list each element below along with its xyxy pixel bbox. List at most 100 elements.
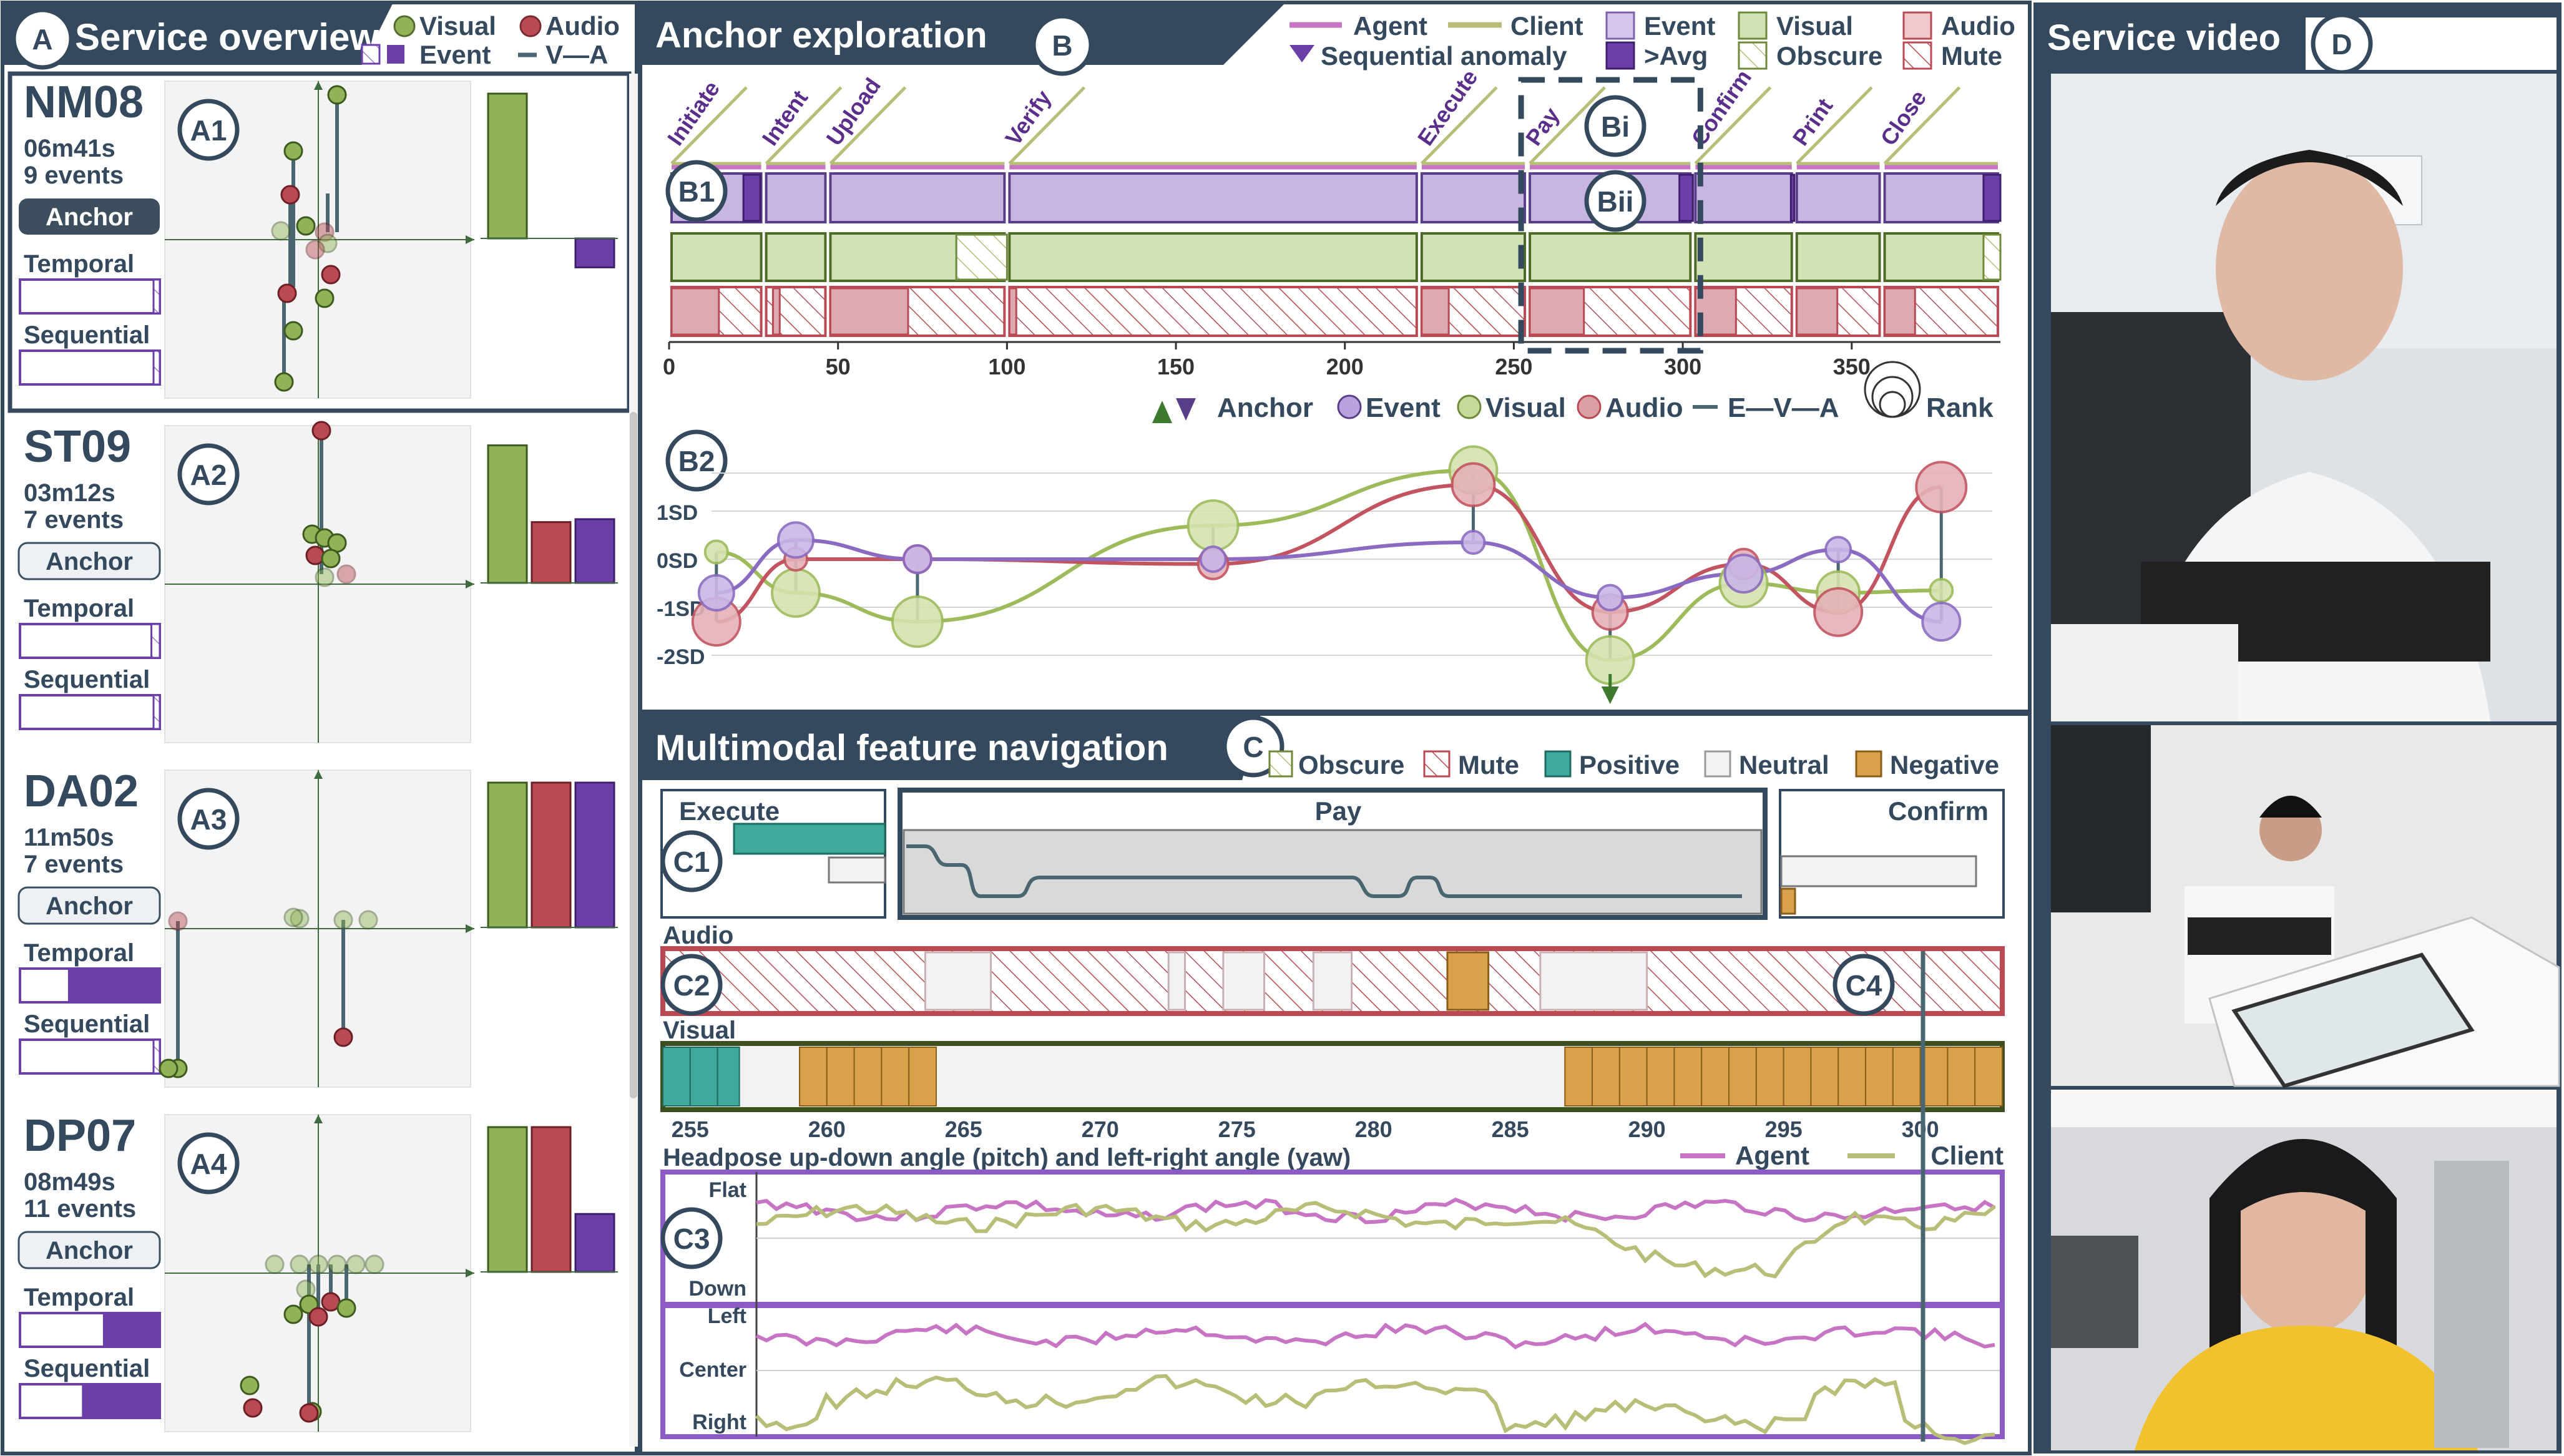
b2-anchor-arrow <box>1601 686 1619 704</box>
legend-avg-label: >Avg <box>1644 41 1708 71</box>
visual-dot <box>358 910 378 930</box>
video-mid-hair <box>2259 796 2322 818</box>
visual-segment-negative <box>1947 1047 1976 1107</box>
audio-segment-neutral <box>1312 951 1353 1011</box>
event-block <box>765 172 827 223</box>
audio-dot <box>311 421 331 441</box>
legend-avg-swatch <box>1605 41 1635 70</box>
visual-dot <box>283 1304 303 1324</box>
visual-segment-negative <box>1783 1047 1812 1107</box>
temporal-bar-fill <box>67 967 161 1004</box>
stage-center-sentiment-line <box>906 844 1742 898</box>
event-above-avg <box>1678 173 1694 222</box>
summary-bar-event <box>574 781 615 929</box>
legend-event-solid <box>387 45 404 64</box>
visual-dot <box>318 233 338 253</box>
legend-positive-swatch <box>1544 750 1572 778</box>
badge-c4 <box>1832 954 1895 1016</box>
audio-block <box>1008 286 1418 337</box>
legend-audio-dot <box>519 15 542 37</box>
anchor-button[interactable] <box>19 198 160 235</box>
visual-segment-negative <box>1837 1047 1867 1107</box>
legend-audio-swatch <box>1902 11 1932 40</box>
card-badge-A4-label: A4 <box>190 1148 227 1180</box>
card-events: 7 events <box>24 506 124 534</box>
stage-left-neutral-bar <box>828 856 886 884</box>
visual-block <box>670 232 763 282</box>
visual-dot <box>315 288 335 308</box>
legend-audio-b-label: Audio <box>1941 11 2015 41</box>
card-id: DA02 <box>24 766 139 816</box>
b1-axis-tick-label: 100 <box>988 354 1025 379</box>
panel-a-header <box>2 2 393 65</box>
stage-diagonal <box>1795 86 1873 165</box>
legend-obscure-label: Obscure <box>1776 41 1882 71</box>
visual-segment-negative <box>1865 1047 1894 1107</box>
yaw-left-label: Left <box>708 1304 746 1328</box>
badge-c2 <box>660 954 723 1016</box>
card-badge-A1-label: A1 <box>190 114 227 147</box>
video-bot-shirt <box>2135 1326 2478 1450</box>
visual-segment-negative <box>881 1047 910 1107</box>
rank-legend-anchor-label: Anchor <box>1217 393 1313 423</box>
badge-c3 <box>660 1207 723 1269</box>
legend-c-mute-label: Mute <box>1458 750 1519 779</box>
card-id: DP07 <box>24 1111 136 1161</box>
audio-dot <box>305 240 325 260</box>
audio-sound <box>1796 287 1839 336</box>
visual-dot <box>159 1058 179 1078</box>
yaw-center-label: Center <box>679 1358 746 1382</box>
rank-legend-rank-label: Rank <box>1926 393 1994 423</box>
service-card-ST09[interactable] <box>9 418 629 755</box>
anchor-button[interactable] <box>17 886 161 925</box>
anchor-button[interactable] <box>17 1231 161 1269</box>
overview-scrollbar-thumb[interactable] <box>630 412 637 1098</box>
card-badge-A2 <box>177 443 240 506</box>
b2-point-visual <box>1929 578 1954 603</box>
legend-c-obscure-label: Obscure <box>1298 750 1404 779</box>
video-bot-person-background <box>2434 1161 2509 1448</box>
b2-point-event <box>1921 602 1962 642</box>
c-axis-tick-label: 275 <box>1218 1116 1256 1142</box>
pitch-client-line <box>756 1201 1996 1279</box>
visual-dot <box>327 85 347 105</box>
audio-dot <box>336 564 356 584</box>
yaw-agent-line <box>755 1322 1995 1350</box>
visual-dot <box>315 567 335 587</box>
rank-legend-eva-label: E—V—A <box>1728 393 1839 423</box>
audio-dot <box>280 185 300 205</box>
b2-point-visual <box>1187 499 1240 552</box>
legend-visual-swatch <box>1738 11 1768 40</box>
audio-track-label: Audio <box>663 922 733 949</box>
card-duration: 06m41s <box>24 135 115 162</box>
visual-segment-negative <box>1892 1047 1921 1107</box>
audio-sound <box>670 287 720 336</box>
b2-point-visual <box>771 567 821 618</box>
sequential-bar-frame <box>19 349 161 386</box>
event-block <box>1694 172 1793 223</box>
service-card-DA02[interactable] <box>9 763 629 1100</box>
service-card-DP07[interactable] <box>9 1107 629 1444</box>
anchor-button-label: Anchor <box>46 203 133 231</box>
panel-b-badge <box>1031 14 1094 76</box>
event-block <box>829 172 1006 223</box>
service-card-NM08[interactable] <box>9 74 629 411</box>
visual-segment-negative <box>1564 1047 1593 1107</box>
summary-bar-visual <box>487 92 528 240</box>
audio-sound <box>771 287 781 336</box>
visual-segment-negative <box>1974 1047 2004 1107</box>
anchor-button[interactable] <box>17 542 161 580</box>
legend-visual-b-label: Visual <box>1776 11 1853 41</box>
c-axis-tick-label: 290 <box>1628 1116 1666 1142</box>
visual-dot <box>274 372 294 392</box>
visual-segment-negative <box>908 1047 937 1107</box>
event-block <box>1795 172 1881 223</box>
temporal-bar-fill <box>150 623 161 659</box>
audio-segment-neutral <box>1539 951 1648 1011</box>
selected-stage-highlight[interactable] <box>1518 77 1703 354</box>
video-top-hair <box>2216 150 2403 206</box>
card-badge-A2-label: A2 <box>190 459 227 491</box>
stage-panel-right[interactable] <box>1779 789 2005 919</box>
visual-dot <box>333 910 353 930</box>
video-bot-monitor <box>2051 1236 2138 1348</box>
